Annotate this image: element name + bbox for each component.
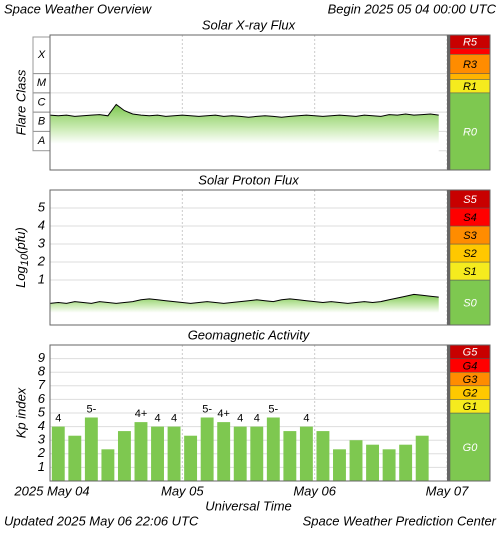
bar xyxy=(217,422,231,481)
y-tick-label: A xyxy=(37,135,45,147)
panel-title: Geomagnetic Activity xyxy=(188,327,311,342)
begin: Begin 2025 05 04 00:00 UTC xyxy=(328,1,497,16)
value-label: 4+ xyxy=(217,408,230,420)
y-axis-label-part: 10 xyxy=(19,253,31,266)
y-axis-label: Kp index xyxy=(13,387,28,438)
y-tick-label: 8 xyxy=(38,364,46,379)
bar xyxy=(283,431,297,481)
x-axis-label: Universal Time xyxy=(205,498,292,513)
value-label: 5- xyxy=(86,403,96,415)
value-label: 4 xyxy=(171,413,177,425)
title: Space Weather Overview xyxy=(4,1,153,16)
bar xyxy=(233,426,247,481)
scale-label: G4 xyxy=(463,360,478,372)
bar xyxy=(134,422,148,481)
bar xyxy=(200,417,214,481)
y-tick-label: 7 xyxy=(38,377,46,392)
scale-band xyxy=(449,412,491,482)
y-tick-label: 5 xyxy=(38,199,46,214)
y-tick-label: 2 xyxy=(37,445,46,460)
scale-label: R5 xyxy=(463,37,478,49)
bar xyxy=(415,435,429,481)
bar xyxy=(117,431,131,481)
scale-band xyxy=(449,92,491,171)
credit: Space Weather Prediction Center xyxy=(303,513,497,528)
bar xyxy=(349,440,363,481)
bar xyxy=(366,444,380,481)
plot-frame xyxy=(49,344,491,482)
value-label: 5- xyxy=(268,403,278,415)
bar xyxy=(333,449,346,481)
bar xyxy=(184,435,198,481)
scale-label: R0 xyxy=(463,126,478,138)
area xyxy=(50,104,439,170)
value-label: 4 xyxy=(154,413,160,425)
y-tick-label: 3 xyxy=(38,235,46,250)
plot-frame xyxy=(49,189,491,326)
scale-label: R3 xyxy=(463,59,478,71)
value-label: 4 xyxy=(254,413,260,425)
bar xyxy=(101,449,115,481)
y-tick-label: 1 xyxy=(38,459,45,474)
value-label: 4+ xyxy=(135,408,148,420)
panel-title: Solar X-ray Flux xyxy=(202,17,296,32)
y-tick-label: 9 xyxy=(38,350,45,365)
x-tick-label: 2025 May 04 xyxy=(13,483,89,498)
scale-label: S5 xyxy=(463,194,477,206)
scale-label: G5 xyxy=(463,347,479,359)
scale-band xyxy=(449,73,491,80)
x-tick-label: May 06 xyxy=(293,483,336,498)
plot-frame xyxy=(49,34,491,171)
scale-label: G1 xyxy=(463,401,478,413)
y-axis-label-part: Log xyxy=(13,265,28,287)
y-axis-label-part: (pfu) xyxy=(13,227,28,254)
scale-label: S3 xyxy=(463,230,477,242)
bar xyxy=(399,444,413,481)
y-tick-label: M xyxy=(37,77,47,89)
scale-label: S4 xyxy=(463,212,476,224)
scale-label: G2 xyxy=(463,388,478,400)
y-tick-label: 4 xyxy=(38,418,45,433)
y-axis-label: Flare Class xyxy=(13,69,28,135)
y-tick-label: 5 xyxy=(38,404,46,419)
bar xyxy=(316,431,330,481)
area xyxy=(50,294,439,325)
x-tick-label: May 05 xyxy=(161,483,204,498)
line xyxy=(49,293,439,304)
value-label: 4 xyxy=(303,413,309,425)
line xyxy=(49,103,439,118)
y-tick-label: B xyxy=(38,116,45,128)
y-axis-label: Log10(pfu) xyxy=(13,227,30,288)
value-label: 4 xyxy=(55,413,61,425)
scale-label: G0 xyxy=(463,442,479,454)
scale-label: G3 xyxy=(463,374,479,386)
updated: Updated 2025 May 06 22:06 UTC xyxy=(4,513,199,528)
y-tick-label: C xyxy=(38,96,46,108)
bar xyxy=(167,426,181,481)
bar xyxy=(68,435,82,481)
x-tick-label: May 07 xyxy=(426,483,469,498)
value-label: 4 xyxy=(237,413,243,425)
bar xyxy=(266,417,280,481)
bar xyxy=(299,426,313,481)
bar xyxy=(84,417,98,481)
y-tick-label: 4 xyxy=(38,217,45,232)
y-tick-label: X xyxy=(37,49,46,61)
y-tick-label: 1 xyxy=(38,271,45,286)
panel-title: Solar Proton Flux xyxy=(198,172,299,187)
bar xyxy=(382,449,396,481)
y-tick-label: 6 xyxy=(38,391,46,406)
bar xyxy=(51,426,65,481)
y-tick-label: 2 xyxy=(37,253,46,268)
y-tick-label: 3 xyxy=(38,432,46,447)
scale-label: S1 xyxy=(463,266,476,278)
scale-label: S0 xyxy=(463,297,477,309)
scale-label: S2 xyxy=(463,248,476,260)
bar xyxy=(250,426,264,481)
scale-band xyxy=(449,48,491,55)
scale-label: R1 xyxy=(463,81,477,93)
bar xyxy=(151,426,164,481)
value-label: 5- xyxy=(202,403,212,415)
